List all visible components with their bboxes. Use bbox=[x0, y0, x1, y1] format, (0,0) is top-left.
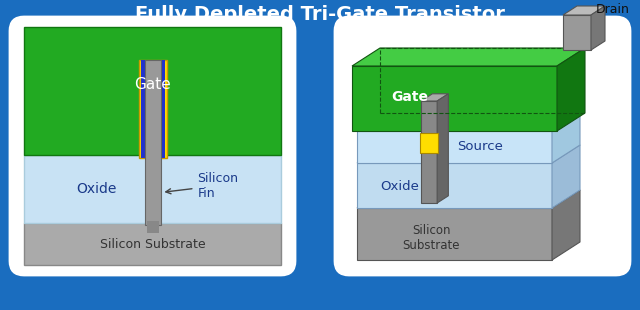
Polygon shape bbox=[421, 94, 449, 101]
Text: Source: Source bbox=[457, 140, 503, 153]
Polygon shape bbox=[421, 101, 437, 203]
Polygon shape bbox=[591, 6, 605, 50]
Polygon shape bbox=[563, 15, 591, 50]
Bar bbox=[141, 60, 145, 158]
Polygon shape bbox=[552, 190, 580, 260]
Polygon shape bbox=[552, 145, 580, 208]
Text: Silicon Substrate: Silicon Substrate bbox=[100, 237, 205, 250]
Text: Oxide: Oxide bbox=[380, 180, 419, 193]
Polygon shape bbox=[357, 131, 552, 163]
Polygon shape bbox=[563, 6, 605, 15]
Bar bbox=[147, 221, 159, 233]
Polygon shape bbox=[357, 163, 552, 208]
Text: Drain: Drain bbox=[596, 3, 630, 16]
Polygon shape bbox=[557, 48, 585, 131]
Polygon shape bbox=[352, 66, 557, 131]
Text: Fully Depleted Tri-Gate Transistor: Fully Depleted Tri-Gate Transistor bbox=[135, 6, 505, 24]
FancyBboxPatch shape bbox=[10, 17, 295, 275]
Text: Gate: Gate bbox=[134, 77, 171, 92]
Bar bbox=[24, 27, 281, 155]
Bar bbox=[145, 60, 161, 225]
Polygon shape bbox=[352, 48, 585, 66]
Text: Silicon
Fin: Silicon Fin bbox=[166, 172, 239, 200]
FancyBboxPatch shape bbox=[335, 17, 630, 275]
Bar bbox=[420, 133, 438, 153]
Polygon shape bbox=[357, 190, 580, 208]
Bar bbox=[161, 60, 164, 158]
Text: Silicon
Substrate: Silicon Substrate bbox=[403, 224, 460, 252]
Polygon shape bbox=[552, 113, 580, 163]
Bar bbox=[24, 223, 281, 265]
Polygon shape bbox=[437, 94, 449, 203]
Polygon shape bbox=[357, 145, 580, 163]
Bar bbox=[138, 60, 166, 158]
Text: Gate: Gate bbox=[391, 90, 428, 104]
Polygon shape bbox=[357, 208, 552, 260]
Polygon shape bbox=[357, 113, 580, 131]
Bar bbox=[24, 155, 281, 223]
Text: Oxide: Oxide bbox=[76, 182, 116, 196]
Bar bbox=[141, 60, 164, 64]
